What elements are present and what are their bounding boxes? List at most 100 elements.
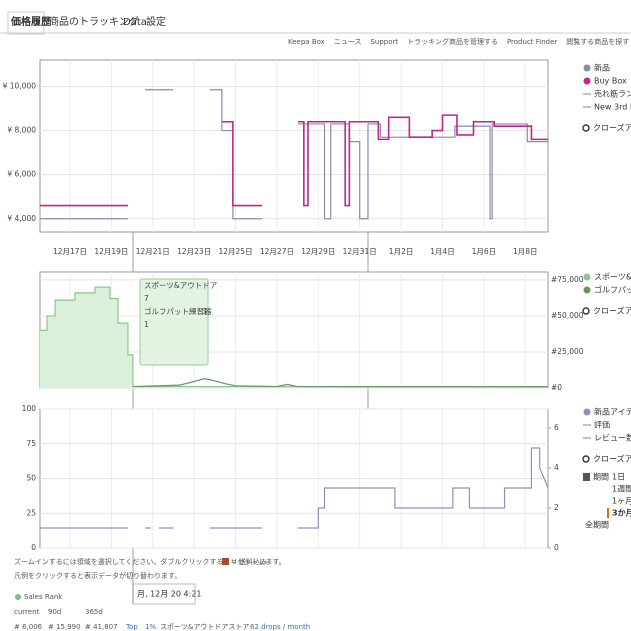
y-tick-label: ¥ 4,000 (7, 214, 36, 223)
y-tick-label: #25,000 (551, 347, 584, 356)
period-option[interactable]: 1日 (612, 473, 625, 482)
hint: 凡例をクリックすると表示データが切り替わります。 (14, 571, 181, 580)
top-pct: 1% (145, 623, 156, 631)
y2-tick-label: 2 (554, 503, 559, 512)
period-selected (607, 508, 609, 518)
x-tick-label: 12月29日 (301, 247, 335, 256)
area (40, 287, 548, 388)
period-option[interactable]: 1ヶ月 (612, 497, 631, 506)
x-tick-label: 1月6日 (472, 247, 497, 256)
toolbar-link[interactable]: Support (370, 38, 398, 46)
x-tick-label: 12月31日 (343, 247, 377, 256)
toolbar-link[interactable]: Product Finder (507, 38, 557, 46)
period-label: 期間 (593, 473, 609, 482)
period-option[interactable]: 1週間 (612, 485, 631, 494)
y2-tick-label: 0 (554, 543, 559, 552)
x-tick-label: 12月25日 (218, 247, 252, 256)
y-tick-label: #50,000 (551, 311, 584, 320)
series-line (40, 89, 548, 220)
y-tick-label: 100 (22, 404, 37, 413)
y2-tick-label: 6 (554, 423, 559, 432)
y-tick-label: ¥ 6,000 (7, 170, 36, 179)
toolbar-link[interactable]: Keepa Box (288, 38, 325, 46)
column-header: current (14, 608, 40, 616)
tooltip-text: 7 (144, 294, 149, 303)
x-tick-label: 1月8日 (513, 247, 538, 256)
drops: 62 drops / month (250, 623, 310, 631)
legend-label[interactable]: ゴルフパット練習器 (594, 285, 631, 295)
tooltip-text: ゴルフパット練習器 (144, 306, 212, 316)
closeup-toggle[interactable]: クローズアップ (593, 123, 631, 133)
series-line (40, 114, 548, 207)
y-tick-label: 75 (26, 439, 36, 448)
tooltip-text: スポーツ&アウトドア (144, 281, 217, 290)
tooltip-text: 3 (202, 307, 207, 316)
legend-marker[interactable] (583, 286, 591, 294)
shipping-icon (222, 558, 229, 565)
legend-label[interactable]: スポーツ&アウトドア (594, 273, 631, 282)
hint: = 送料込み (231, 557, 267, 566)
hint: ズームインするには領域を選択してください。ダブルクリックするとリセットします。 (14, 557, 286, 566)
y2-tick-label: 4 (554, 463, 559, 472)
x-tick-label: 12月23日 (177, 247, 211, 256)
y-tick-label: 50 (26, 474, 36, 483)
store-name: スポーツ&アウトドアストア (160, 623, 249, 631)
legend-label[interactable]: 売れ筋ランキング (594, 89, 631, 99)
magnifier-icon (582, 124, 590, 132)
legend-marker[interactable] (583, 64, 591, 72)
tooltip-text: 1 (144, 320, 149, 329)
legend-marker[interactable] (583, 77, 591, 85)
y-tick-label: #75,000 (551, 275, 584, 284)
y-tick-label: ¥ 8,000 (7, 126, 36, 135)
x-tick-label: 1月4日 (430, 247, 455, 256)
tab[interactable]: 価格履歴 (10, 15, 51, 28)
period-option[interactable]: 3か月 (612, 509, 631, 518)
y-tick-label: 0 (31, 543, 36, 552)
calendar-icon (583, 473, 590, 481)
toolbar-link[interactable]: ニュース (334, 38, 362, 46)
series-line (132, 378, 549, 388)
series-line (40, 447, 549, 529)
active-tab (7, 11, 45, 35)
rank-value: # 6,006 (14, 623, 43, 631)
rank-value: # 41,807 (85, 623, 118, 631)
legend-marker[interactable] (583, 408, 591, 416)
tab[interactable]: Data (123, 17, 147, 28)
period-option[interactable]: 全期間 (585, 520, 609, 530)
legend-marker[interactable] (583, 273, 591, 281)
y-tick-label: #0 (551, 383, 562, 392)
magnifier-icon (582, 307, 590, 315)
series-line (40, 286, 548, 388)
legend-label[interactable]: 新品 (594, 63, 610, 73)
y-tick-label: ¥ 10,000 (3, 81, 37, 90)
column-header: 90d (48, 608, 61, 616)
toolbar-link[interactable]: 閲覧する商品を探す (566, 37, 629, 46)
y-tick-label: 25 (26, 508, 36, 517)
x-tick-label: 12月19日 (94, 247, 128, 256)
rank-value: # 15,990 (48, 623, 81, 631)
tab[interactable]: 設定 (146, 15, 166, 28)
plot-area (39, 59, 549, 233)
closeup-toggle[interactable]: クローズアップ (593, 454, 631, 464)
legend-label[interactable]: レビュー数 (594, 433, 631, 443)
legend-label[interactable]: 新品アイテム数 (594, 407, 631, 417)
x-tick-label: 12月27日 (260, 247, 294, 256)
sales-rank-label: Sales Rank (24, 593, 63, 601)
cursor-label: 月, 12月 20 4:21 (137, 590, 202, 599)
legend-label[interactable]: Buy Box (594, 77, 627, 86)
tab[interactable]: 商品のトラッキング (49, 15, 139, 28)
column-header: 365d (85, 608, 103, 616)
closeup-toggle[interactable]: クローズアップ (593, 306, 631, 316)
sales-rank-dot (15, 594, 21, 600)
tooltip (139, 278, 209, 366)
legend-label[interactable]: 評価 (594, 420, 610, 430)
top-label: Top (125, 623, 138, 631)
magnifier-icon (582, 455, 590, 463)
legend-label[interactable]: New 3rd Party (594, 103, 631, 112)
toolbar-link[interactable]: トラッキング商品を管理する (407, 37, 498, 46)
x-tick-label: 1月2日 (389, 247, 414, 256)
x-tick-label: 12月21日 (136, 247, 170, 256)
x-tick-label: 12月17日 (53, 247, 87, 256)
toolbar: Keepa Box ニュース Support トラッキング商品を管理する Product… (288, 37, 631, 46)
